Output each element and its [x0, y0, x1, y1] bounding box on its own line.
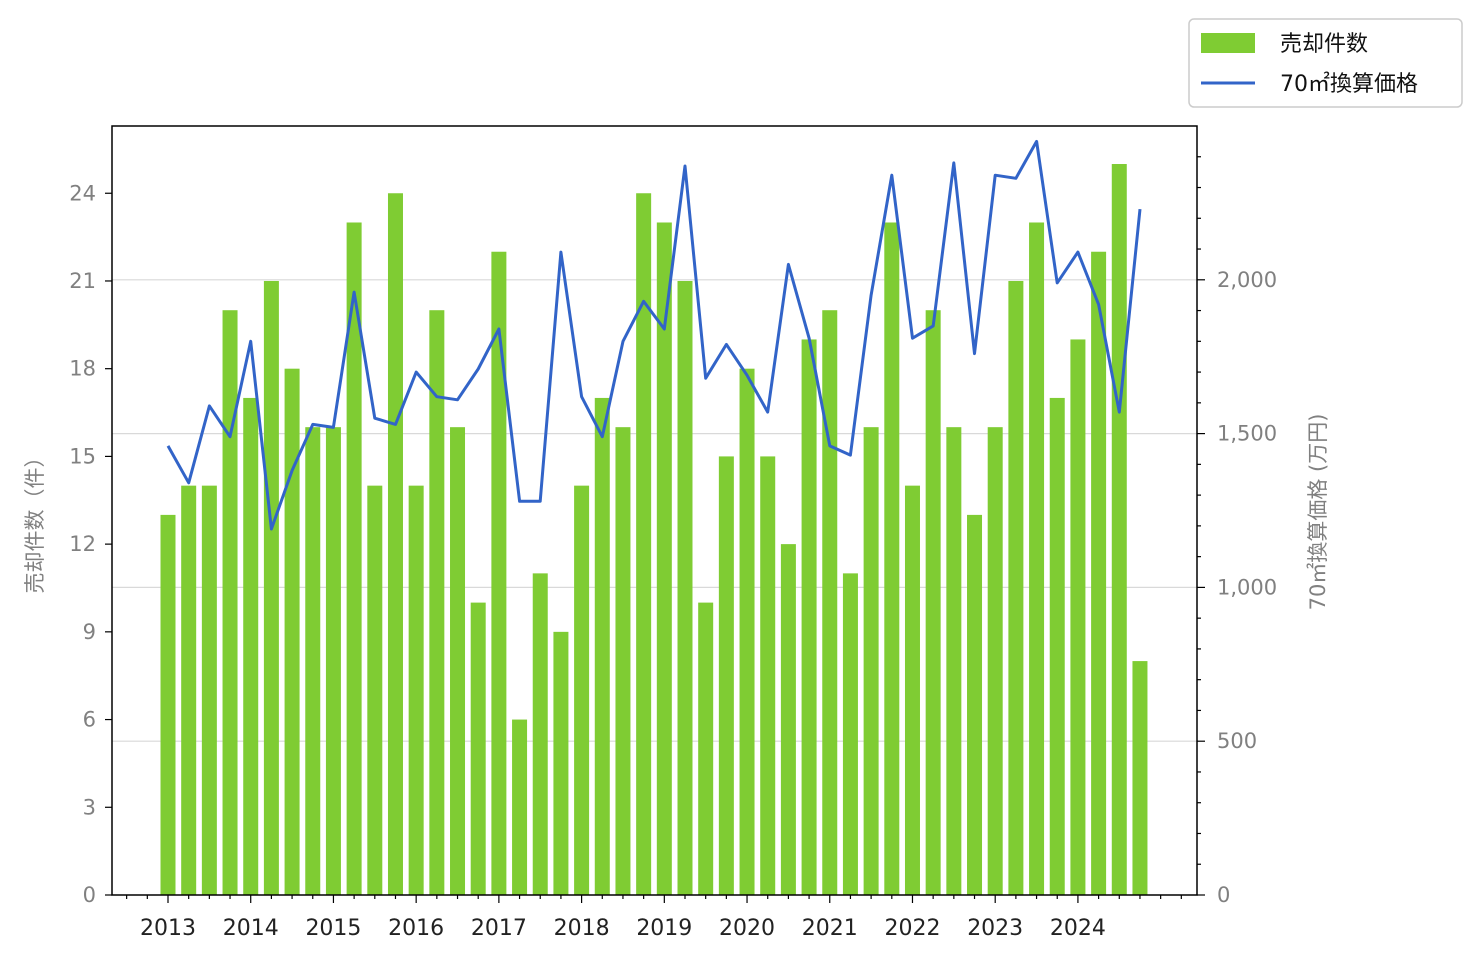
- bar: [532, 573, 548, 895]
- bar: [429, 310, 445, 896]
- left-tick-label: 18: [69, 357, 96, 381]
- right-axis-title: 70㎡換算価格 (万円): [1306, 414, 1330, 611]
- bar: [1008, 280, 1024, 895]
- line-series: [166, 139, 1142, 531]
- bar: [615, 427, 631, 895]
- left-tick-label: 3: [83, 795, 96, 819]
- bar: [201, 485, 217, 895]
- right-tick-label: 500: [1217, 729, 1257, 753]
- left-tick-label: 12: [69, 532, 96, 556]
- bar: [739, 368, 755, 895]
- legend-line-label: 70㎡換算価格: [1280, 71, 1418, 97]
- left-axis: 0 3 6 9 12 15 18 21 24: [69, 181, 112, 907]
- bar: [367, 485, 383, 895]
- bar: [656, 222, 672, 896]
- legend-bar-label: 売却件数: [1280, 32, 1368, 57]
- bar: [450, 427, 466, 895]
- x-tick-label: 2018: [554, 916, 610, 941]
- left-tick-label: 15: [69, 444, 96, 468]
- bar: [408, 485, 424, 895]
- bar: [387, 193, 403, 895]
- bar: [263, 280, 279, 895]
- left-tick-label: 6: [83, 708, 96, 732]
- right-axis: 0 500 1,000 1,500 2,000: [1197, 156, 1277, 907]
- bar: [780, 544, 796, 895]
- price-line: [166, 139, 1142, 531]
- left-tick-label: 24: [69, 181, 96, 205]
- bar: [636, 193, 652, 895]
- bar: [1132, 661, 1148, 895]
- bar: [801, 339, 817, 895]
- bar: [884, 222, 900, 896]
- bar: [822, 310, 838, 896]
- bar: [346, 222, 362, 896]
- bar: [925, 310, 941, 896]
- bar: [284, 368, 300, 895]
- bar: [491, 251, 507, 895]
- bar: [1070, 339, 1086, 895]
- bar: [967, 514, 983, 895]
- bar-series: [160, 164, 1148, 896]
- left-axis-title: 売却件数（件）: [23, 447, 47, 594]
- bar: [305, 427, 321, 895]
- bar: [698, 602, 714, 895]
- left-tick-label: 0: [83, 883, 96, 907]
- x-tick-label: 2019: [636, 916, 692, 941]
- right-tick-label: 2,000: [1217, 268, 1277, 292]
- bar: [243, 397, 259, 895]
- bar: [553, 631, 569, 895]
- x-tick-label: 2013: [140, 916, 196, 941]
- plot-frame: [111, 125, 1198, 896]
- bar: [181, 485, 197, 895]
- bar: [987, 427, 1003, 895]
- x-tick-label: 2014: [223, 916, 279, 941]
- bar: [863, 427, 879, 895]
- bar: [594, 397, 610, 895]
- bar: [512, 719, 528, 895]
- bar: [760, 456, 776, 895]
- right-tick-label: 0: [1217, 883, 1230, 907]
- bar: [718, 456, 734, 895]
- bar: [904, 485, 920, 895]
- bar: [946, 427, 962, 895]
- x-tick-label: 2021: [802, 916, 858, 941]
- x-tick-label: 2015: [305, 916, 361, 941]
- bar: [677, 280, 693, 895]
- bar: [1029, 222, 1045, 896]
- bar: [1111, 164, 1127, 895]
- bar: [574, 485, 590, 895]
- bar: [1049, 397, 1065, 895]
- legend-bar-swatch: [1201, 33, 1255, 53]
- x-tick-label: 2024: [1050, 916, 1106, 941]
- legend-box: [1188, 18, 1463, 108]
- x-tick-label: 2017: [471, 916, 527, 941]
- x-tick-label: 2022: [884, 916, 940, 941]
- bar: [470, 602, 486, 895]
- bar: [160, 514, 176, 895]
- left-tick-label: 9: [83, 620, 96, 644]
- right-tick-label: 1,000: [1217, 575, 1277, 599]
- bar: [222, 310, 238, 896]
- x-axis: 2013 2014 2015 2016 2017 2018 2019 2020 2021 2022…: [126, 895, 1182, 941]
- x-tick-label: 2023: [967, 916, 1023, 941]
- bar: [1091, 251, 1107, 895]
- bar: [325, 427, 341, 895]
- left-tick-label: 21: [69, 269, 96, 293]
- x-tick-label: 2016: [388, 916, 444, 941]
- right-tick-label: 1,500: [1217, 422, 1277, 446]
- legend: 売却件数 70㎡換算価格: [1188, 18, 1463, 108]
- x-tick-label: 2020: [719, 916, 775, 941]
- bar: [842, 573, 858, 895]
